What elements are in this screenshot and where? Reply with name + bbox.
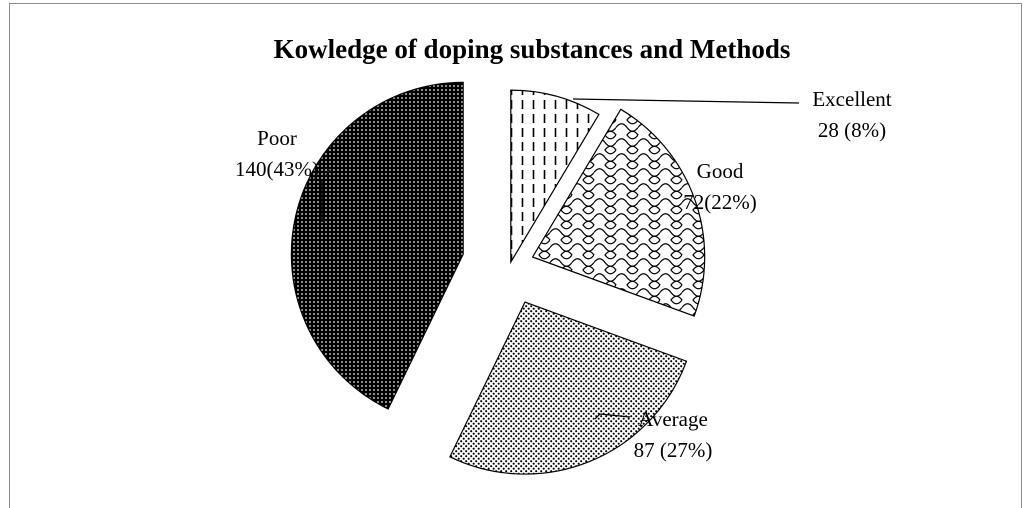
slice-label-excellent-category: Excellent bbox=[812, 87, 891, 111]
slice-label-poor-value: 140(43%) bbox=[235, 157, 319, 181]
leader-line-poor bbox=[321, 169, 331, 222]
pie-slice-poor bbox=[290, 81, 464, 410]
chart-border bbox=[9, 3, 1022, 508]
leader-line-average bbox=[594, 413, 631, 420]
pie-slice-average bbox=[449, 301, 688, 475]
leader-line-excellent bbox=[572, 98, 800, 104]
slice-label-good-category: Good bbox=[697, 159, 744, 183]
chart-title: Kowledge of doping substances and Method… bbox=[274, 34, 791, 64]
slice-label-poor-category: Poor bbox=[257, 126, 297, 150]
slice-label-average-value: 87 (27%) bbox=[634, 438, 713, 462]
slice-label-excellent-value: 28 (8%) bbox=[818, 118, 886, 142]
slice-label-good-value: 72(22%) bbox=[683, 190, 756, 214]
slice-label-average-category: Average bbox=[638, 407, 708, 431]
pie-slice-good bbox=[531, 108, 706, 317]
pie-slice-excellent bbox=[510, 89, 600, 265]
